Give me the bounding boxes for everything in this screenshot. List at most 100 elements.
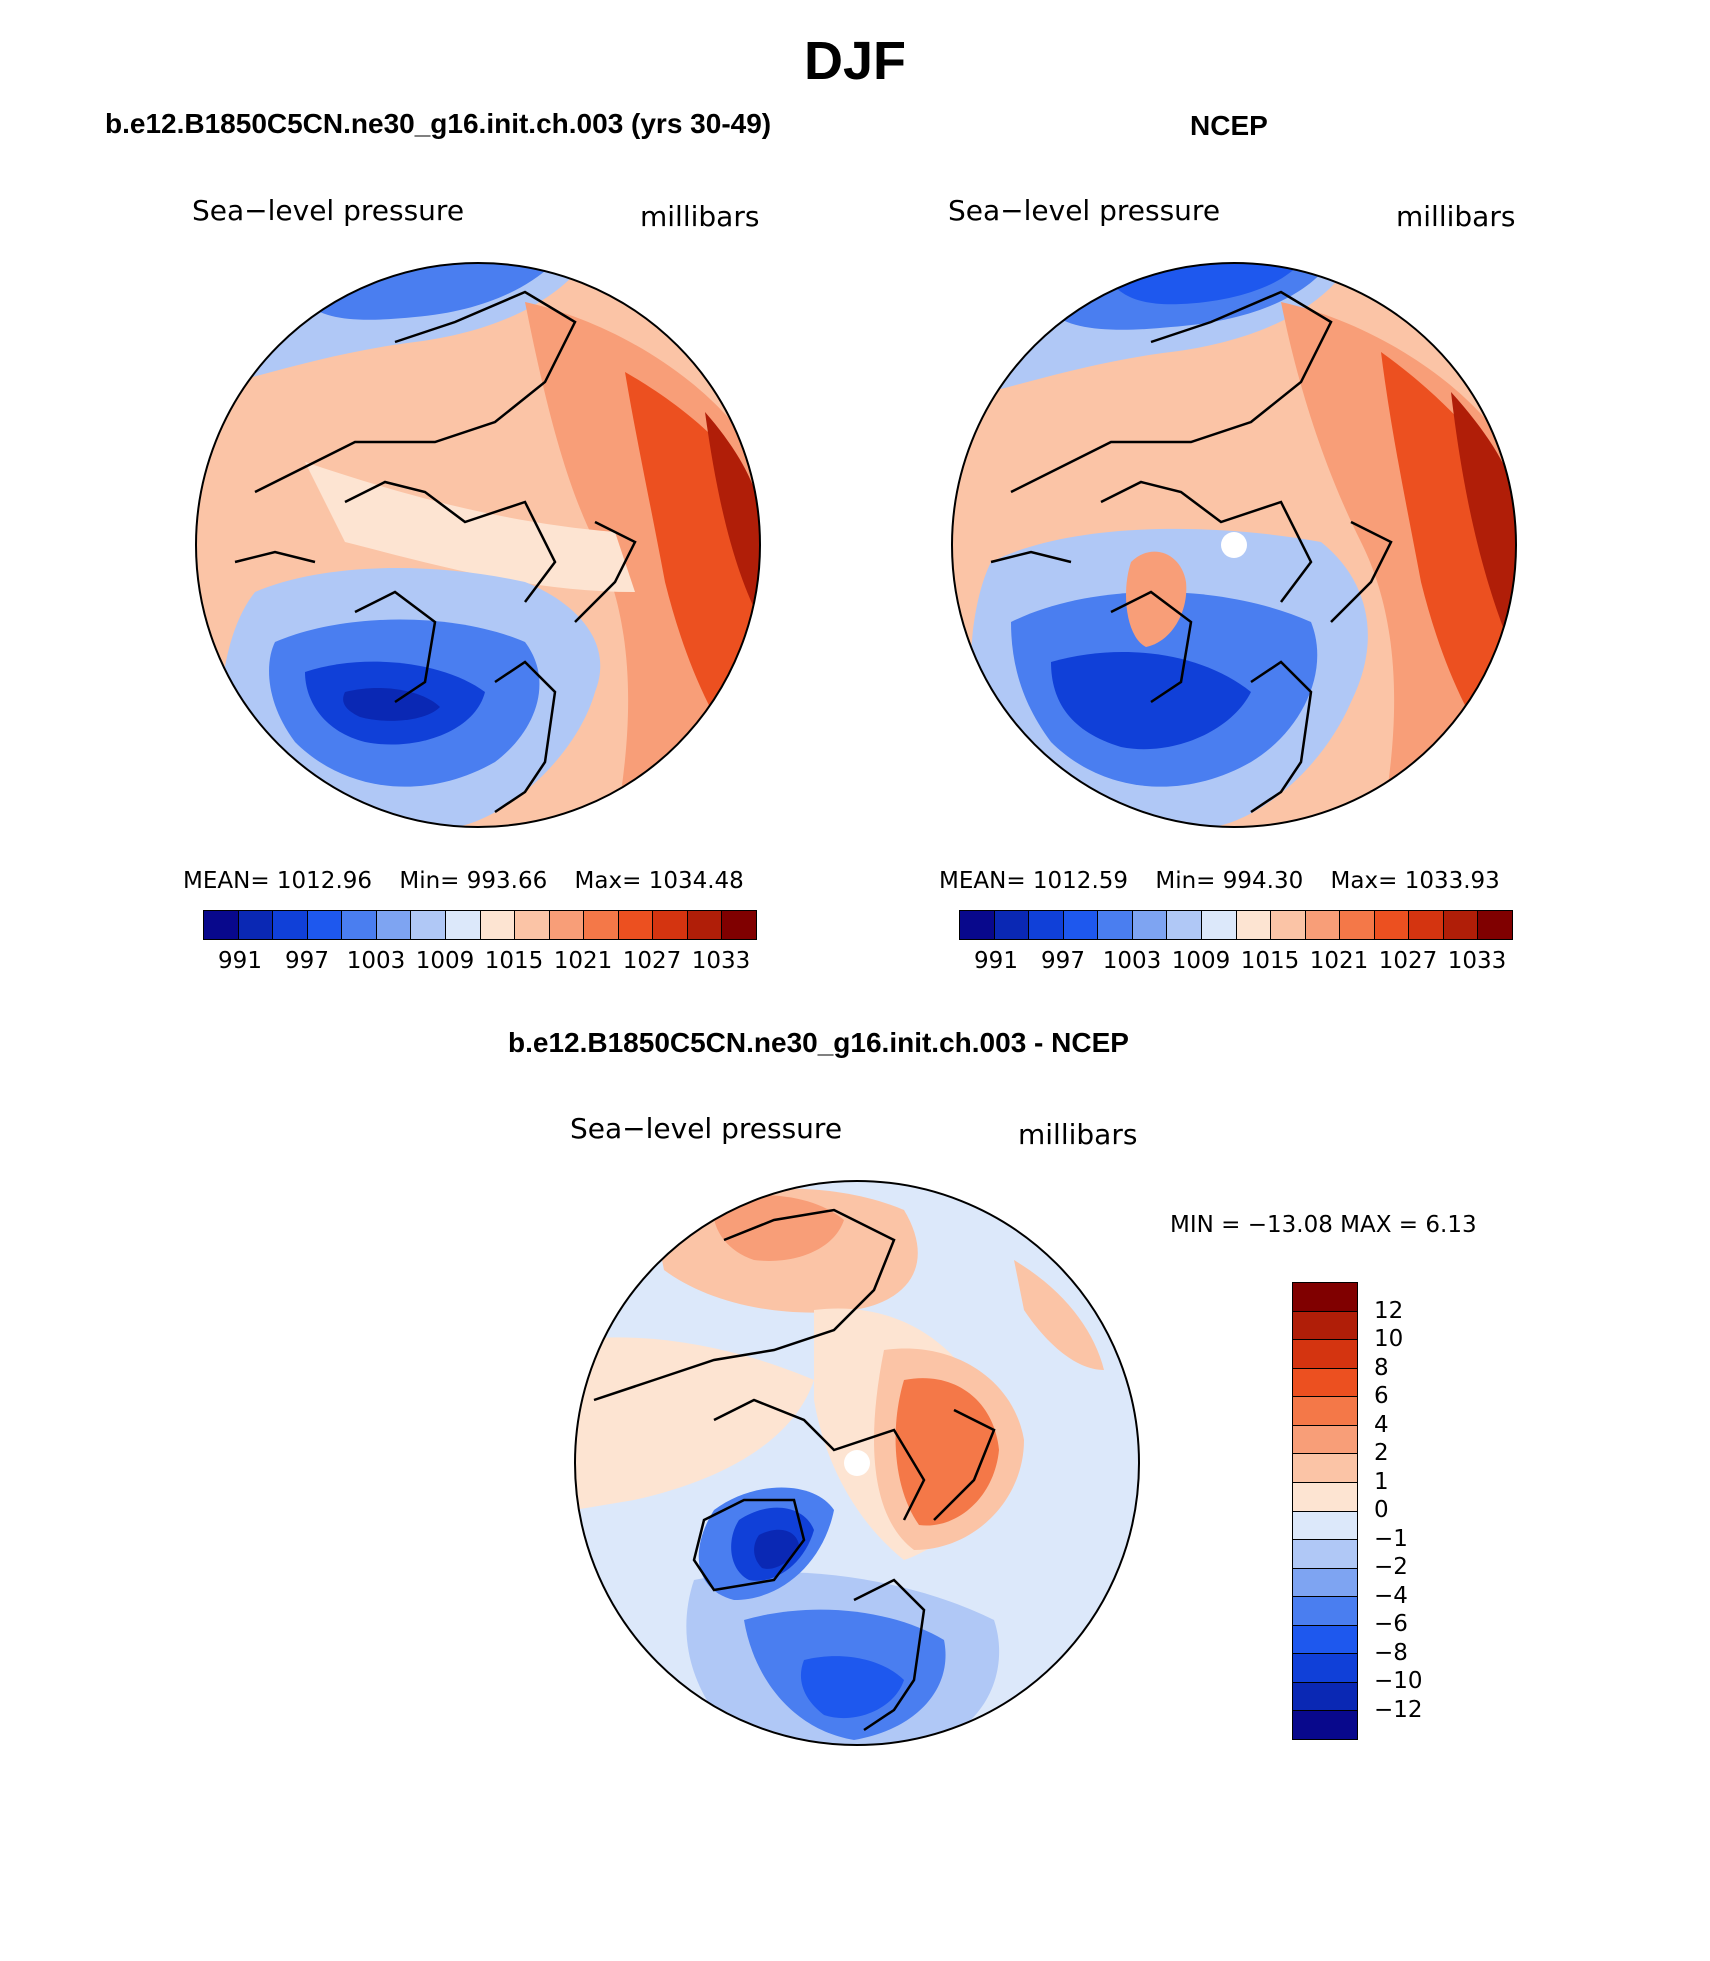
colorbar-swatch — [1443, 911, 1479, 939]
colorbar-swatch — [1293, 1682, 1357, 1712]
colorbar-tick-label: 12 — [1374, 1297, 1404, 1324]
colorbar-tick-label: 1003 — [346, 948, 406, 974]
colorbar-swatch — [618, 911, 654, 939]
colorbar-swatch — [1293, 1482, 1357, 1512]
colorbar-swatch — [515, 911, 550, 939]
positive-anomaly-north-core — [713, 1195, 844, 1261]
siberian-high-max — [705, 412, 760, 622]
obs-variable-label: Sea−level pressure — [948, 194, 1221, 227]
colorbar-swatch — [1132, 911, 1168, 939]
colorbar-swatch — [273, 911, 308, 939]
diff-colorbar — [1292, 1282, 1358, 1740]
colorbar-tick-label: 1021 — [553, 948, 613, 974]
colorbar-swatch — [342, 911, 377, 939]
pole-missing-data — [1221, 532, 1247, 558]
colorbar-tick-label: 1033 — [1447, 948, 1507, 974]
colorbar-swatch — [1293, 1283, 1357, 1312]
colorbar-swatch — [1340, 911, 1375, 939]
colorbar-swatch — [1236, 911, 1272, 939]
negative-anomaly-south-max — [800, 1656, 904, 1719]
colorbar-swatch — [994, 911, 1030, 939]
colorbar-swatch — [480, 911, 516, 939]
colorbar-swatch — [1029, 911, 1064, 939]
colorbar-swatch — [1305, 911, 1341, 939]
colorbar-swatch — [376, 911, 412, 939]
model-stats-line: MEAN= 1012.96 Min= 993.66 Max= 1034.48 — [183, 868, 744, 894]
colorbar-swatch — [1293, 1425, 1357, 1455]
model-variable-label: Sea−level pressure — [192, 194, 465, 227]
obs-colorbar — [959, 910, 1513, 940]
colorbar-swatch — [1374, 911, 1410, 939]
colorbar-tick-label: −6 — [1374, 1611, 1408, 1637]
colorbar-swatch — [549, 911, 585, 939]
colorbar-swatch — [653, 911, 688, 939]
positive-anomaly-east-core — [895, 1378, 999, 1526]
colorbar-swatch — [722, 911, 756, 939]
colorbar-tick-label: 4 — [1374, 1411, 1389, 1438]
diff-variable-label: Sea−level pressure — [570, 1112, 843, 1145]
figure-title: DJF — [803, 31, 906, 91]
obs-max-value: 1033.93 — [1404, 868, 1500, 894]
colorbar-swatch — [1478, 911, 1512, 939]
obs-min-value: 994.30 — [1222, 868, 1304, 894]
colorbar-swatch — [238, 911, 274, 939]
colorbar-tick-label: 1 — [1374, 1468, 1389, 1495]
obs-case-title: NCEP — [1190, 110, 1268, 141]
pole-missing-data — [844, 1450, 870, 1476]
colorbar-swatch — [1167, 911, 1202, 939]
colorbar-tick-label: 991 — [974, 948, 1018, 974]
colorbar-tick-label: 1009 — [415, 948, 475, 974]
obs-min-label: Min= — [1155, 868, 1216, 894]
model-min-label: Min= — [399, 868, 460, 894]
colorbar-tick-label: −2 — [1374, 1554, 1408, 1580]
neutral-band-west — [575, 1337, 814, 1510]
colorbar-tick-label: 10 — [1374, 1326, 1404, 1352]
colorbar-tick-label: −1 — [1374, 1525, 1408, 1552]
colorbar-swatch — [1293, 1397, 1357, 1426]
colorbar-swatch — [1293, 1540, 1357, 1569]
colorbar-swatch — [584, 911, 619, 939]
model-units-label: millibars — [640, 200, 760, 233]
model-max-value: 1034.48 — [648, 868, 744, 894]
colorbar-tick-label: −10 — [1374, 1668, 1423, 1694]
colorbar-tick-label: 997 — [1041, 948, 1085, 974]
icelandic-low-min — [343, 687, 440, 721]
colorbar-swatch — [687, 911, 723, 939]
obs-mean-label: MEAN= — [939, 868, 1026, 894]
greenland-low-min — [754, 1529, 799, 1569]
colorbar-swatch — [1293, 1625, 1357, 1655]
continent-outline — [234, 290, 637, 814]
colorbar-swatch — [1409, 911, 1444, 939]
obs-stats-line: MEAN= 1012.59 Min= 994.30 Max= 1033.93 — [939, 868, 1500, 894]
colorbar-swatch — [1293, 1340, 1357, 1369]
model-colorbar-ticks: 991 997 1003 1009 1015 1021 1027 1033 — [203, 948, 755, 978]
colorbar-tick-label: −12 — [1374, 1696, 1423, 1723]
colorbar-tick-label: 991 — [218, 948, 262, 974]
colorbar-tick-label: 1015 — [1240, 948, 1300, 974]
colorbar-swatch — [307, 911, 343, 939]
colorbar-swatch — [445, 911, 481, 939]
colorbar-tick-label: 1021 — [1309, 948, 1369, 974]
colorbar-tick-label: 0 — [1374, 1497, 1389, 1523]
east-positive-patch — [1014, 1260, 1104, 1370]
obs-mean-value: 1012.59 — [1032, 868, 1129, 894]
siberian-high-max — [1451, 392, 1516, 662]
colorbar-tick-label: 8 — [1374, 1354, 1389, 1381]
colorbar-swatch — [1293, 1711, 1357, 1739]
diff-units-label: millibars — [1018, 1118, 1138, 1151]
model-mean-label: MEAN= — [183, 868, 270, 894]
colorbar-swatch — [1293, 1654, 1357, 1683]
model-min-value: 993.66 — [466, 868, 548, 894]
colorbar-swatch — [960, 911, 995, 939]
obs-max-label: Max= — [1330, 868, 1398, 894]
colorbar-swatch — [1293, 1597, 1357, 1626]
model-case-title: b.e12.B1850C5CN.ne30_g16.init.ch.003 (yr… — [105, 108, 772, 139]
obs-units-label: millibars — [1396, 200, 1516, 233]
model-mean-value: 1012.96 — [276, 868, 373, 894]
colorbar-swatch — [1098, 911, 1133, 939]
colorbar-swatch — [1293, 1311, 1357, 1341]
model-max-label: Max= — [574, 868, 642, 894]
colorbar-tick-label: 1003 — [1102, 948, 1162, 974]
colorbar-swatch — [1293, 1511, 1357, 1541]
colorbar-swatch — [1293, 1454, 1357, 1483]
